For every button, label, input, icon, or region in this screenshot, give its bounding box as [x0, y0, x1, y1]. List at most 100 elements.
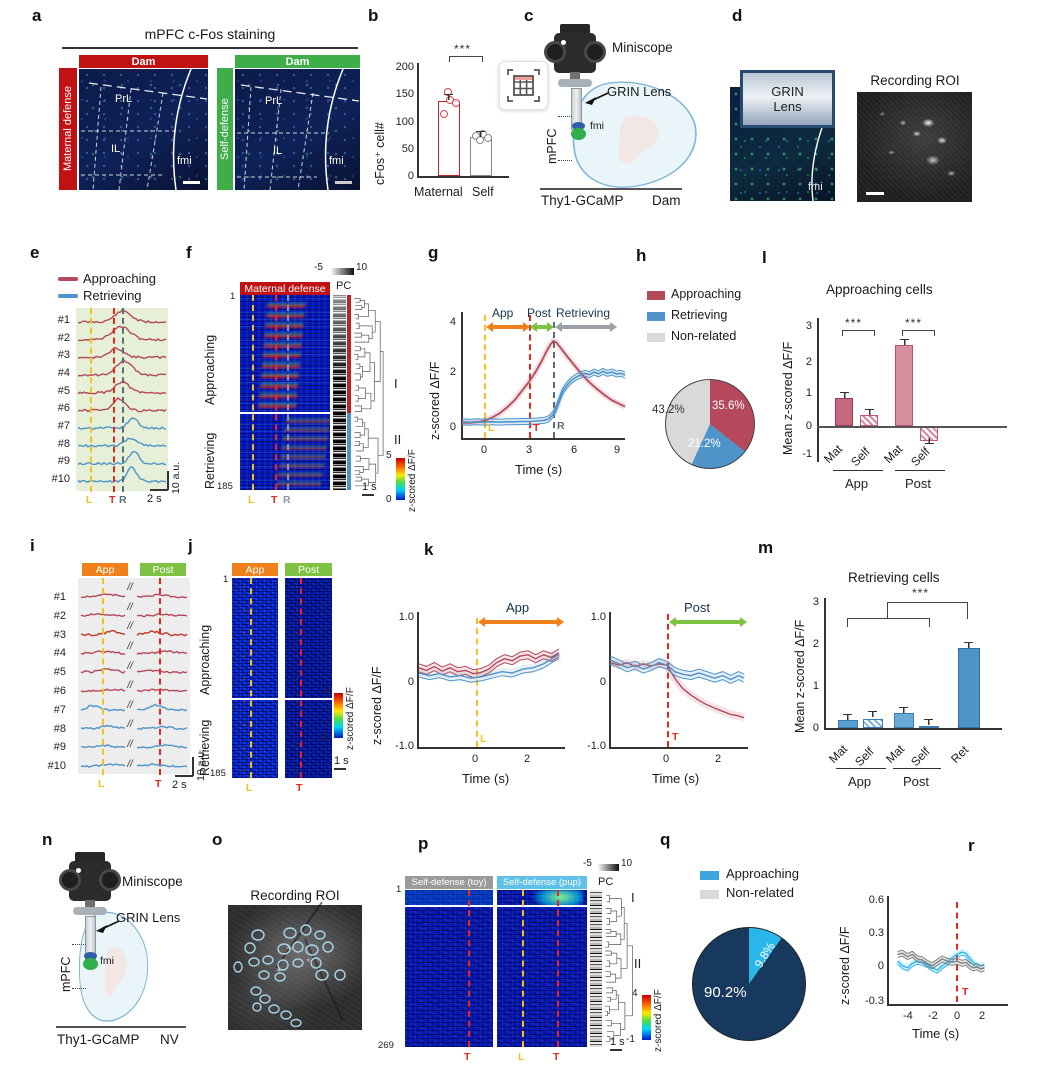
xtick: 3 — [526, 444, 533, 456]
trace-label: #6 — [53, 685, 66, 697]
panel-letter-f: f — [186, 243, 192, 262]
table-capture-icon[interactable] — [499, 61, 548, 110]
trace-label: #1 — [53, 591, 66, 603]
panel-letter-n: n — [42, 830, 53, 849]
data-point — [484, 134, 492, 142]
mark-T: T — [109, 494, 116, 506]
recording-roi-image — [857, 92, 972, 202]
mark-line-L — [476, 618, 478, 747]
mpfc-tick-bottom — [72, 988, 86, 989]
dendrogram — [354, 298, 384, 487]
xtick-ret: Ret — [948, 742, 972, 766]
cluster-i: I — [394, 376, 398, 391]
scale-label: 1 s — [334, 755, 349, 767]
bar-app-self — [860, 414, 878, 426]
break-mark: // — [127, 660, 133, 672]
trace-label: #9 — [53, 741, 66, 753]
panel-letter-q: q — [660, 830, 671, 849]
row-bottom: 269 — [378, 1040, 394, 1051]
pup-header: Self-defense (pup) — [497, 876, 587, 889]
post-epoch-label: Post — [527, 306, 552, 320]
jet-colorbar — [642, 995, 651, 1040]
trace-label: #10 — [47, 760, 66, 772]
legend-nonrelated: Non-related — [671, 329, 737, 343]
cfos-image-self: PrL IL fmi — [235, 68, 360, 191]
ytick: 1 — [812, 680, 819, 692]
legend-swatch-retrieving — [58, 294, 78, 298]
roi-circles — [233, 924, 346, 1028]
group-line-app — [833, 470, 883, 471]
error-bar — [964, 642, 973, 648]
cluster-i-strip — [405, 890, 493, 905]
cluster-ii: II — [634, 956, 642, 971]
trace-label: #10 — [51, 473, 70, 485]
prl-label: PrL — [115, 93, 133, 105]
ytick: 1.0 — [398, 611, 414, 623]
fmi-label: fmi — [590, 120, 604, 132]
bar-app-mat — [838, 719, 858, 728]
pie-label-nonrelated: 43.2% — [652, 404, 685, 416]
panel-letter-a: a — [32, 6, 42, 25]
brain-outline — [572, 81, 697, 188]
subject-label: Dam — [652, 193, 681, 208]
panel-l-ylabel: Mean z-scored ΔF/F — [781, 341, 795, 455]
trace-label: #7 — [53, 704, 66, 716]
maternal-defense-header: Maternal defense — [240, 282, 330, 295]
k-post-yaxis — [609, 612, 611, 748]
mark-L: L — [246, 782, 253, 794]
mark-T: T — [155, 778, 162, 790]
panel-letter-b: b — [368, 6, 379, 25]
cbar-min: 0 — [386, 494, 392, 505]
legend-swatch-nonrelated — [647, 333, 665, 342]
activity-band-retrieving — [275, 415, 331, 487]
mark-L: L — [488, 422, 495, 434]
group-app: App — [845, 476, 869, 491]
panel-l-plot-neg — [818, 426, 1008, 459]
panel-c-baseline — [540, 188, 682, 190]
pie-label-approaching: 35.6% — [712, 400, 745, 412]
mark-line-T — [667, 614, 669, 747]
panel-letter-c: c — [524, 6, 534, 25]
fmi-label: fmi — [100, 955, 114, 967]
mark-line-L — [252, 295, 254, 490]
scale-y-line — [167, 471, 169, 490]
bar-post-mat — [895, 345, 913, 426]
scale-x-label: 2 s — [172, 779, 187, 791]
legend-approaching: Approaching — [83, 271, 156, 286]
panel-g-curves — [461, 337, 627, 426]
group-retrieving: Retrieving — [203, 432, 217, 489]
xtick: -4 — [903, 1010, 913, 1022]
grin-lens-label: GRIN Lens — [116, 910, 181, 925]
il-label: IL — [273, 145, 283, 157]
group-line-app — [836, 768, 886, 769]
pie-chart-self-defense — [692, 927, 806, 1041]
mpfc-tick-top — [558, 116, 572, 117]
break-mark: // — [127, 699, 133, 711]
xtick: 0 — [481, 444, 488, 456]
app-epoch-arrow — [478, 617, 564, 626]
pc-gray-colorbar — [331, 268, 354, 275]
heatmap-post — [285, 578, 332, 778]
error-bar — [900, 339, 909, 345]
cluster-divider — [240, 412, 330, 414]
ytick: 1 — [805, 387, 812, 399]
k-app-curves — [417, 648, 562, 683]
trace-label: #8 — [57, 438, 70, 450]
fmi-label: fmi — [177, 155, 192, 167]
legend-nonrelated: Non-related — [726, 885, 794, 900]
cluster-divider — [232, 698, 278, 700]
panel-letter-e: e — [30, 243, 40, 262]
break-mark: // — [127, 758, 133, 770]
trace-label: #3 — [53, 629, 66, 641]
panel-letter-p: p — [418, 834, 429, 853]
ytick: 3 — [812, 596, 819, 608]
panel-g-xlabel: Time (s) — [515, 462, 563, 477]
dam-header-right: Dam — [235, 55, 360, 68]
break-mark: // — [127, 719, 133, 731]
mark-T: T — [464, 1051, 471, 1063]
xtick-self: Self — [908, 744, 933, 769]
scale-bar — [866, 192, 884, 195]
grin-arrow-icon — [96, 920, 120, 933]
sig-stars-post: *** — [905, 316, 923, 330]
